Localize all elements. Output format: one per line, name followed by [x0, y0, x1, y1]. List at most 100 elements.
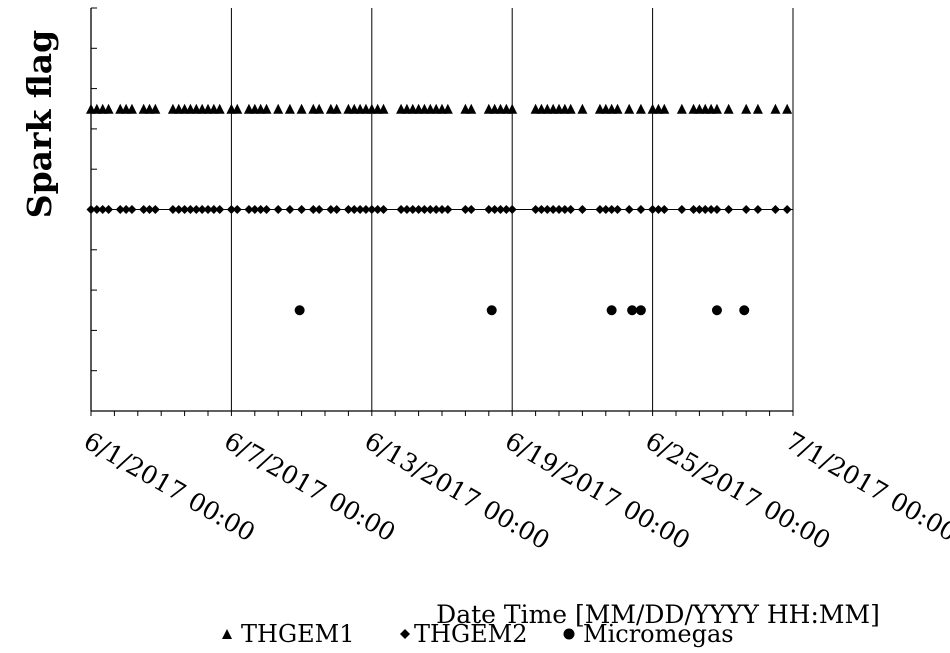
thgem2-point: [648, 205, 658, 214]
thgem1-point: [331, 103, 342, 114]
thgem1-point: [261, 103, 272, 114]
thgem2-point: [536, 205, 546, 214]
thgem1-point: [284, 103, 295, 114]
thgem2-point: [607, 205, 617, 214]
thgem2-point: [443, 205, 453, 214]
thgem2-point: [396, 205, 406, 214]
thgem1-point: [723, 103, 734, 114]
thgem2-point: [139, 205, 149, 214]
legend-label-thgem2: THGEM2: [414, 620, 527, 648]
thgem2-point: [256, 205, 266, 214]
thgem1-point: [466, 103, 477, 114]
y-axis-label: Spark flag: [20, 30, 59, 218]
thgem2-point: [531, 205, 541, 214]
thgem2-point: [566, 205, 576, 214]
thgem2-point: [145, 205, 154, 214]
thgem2-point: [706, 205, 716, 214]
legend-label-thgem1: THGEM1: [241, 620, 354, 648]
thgem2-point: [595, 205, 605, 214]
thgem1-point: [126, 103, 137, 114]
thgem2-point: [554, 205, 564, 214]
thgem2-point: [700, 205, 710, 214]
thgem2-point: [782, 205, 792, 214]
thgem2-point: [98, 205, 108, 214]
thgem2-point: [297, 205, 307, 214]
x-axis-label: Date Time [MM/DD/YYYY HH:MM]: [436, 600, 880, 629]
thgem2-point: [115, 205, 125, 214]
thgem2-point: [355, 205, 365, 214]
thgem2-point: [244, 205, 254, 214]
thgem2-point: [86, 205, 96, 214]
legend: THGEM1 THGEM2 Micromegas: [222, 620, 734, 648]
thgem2-point: [379, 205, 388, 214]
series-micromegas: [294, 305, 750, 316]
thgem2-point: [724, 205, 734, 214]
thgem2-point: [180, 205, 190, 214]
thgem1-point: [752, 103, 763, 114]
thgem1-point: [612, 103, 623, 114]
legend-item-thgem2: THGEM2: [400, 620, 527, 648]
legend-diamond-marker-icon: [400, 629, 410, 639]
legend-circle-marker-icon: [563, 628, 575, 640]
micromegas-point: [486, 305, 497, 316]
data-series: [86, 103, 793, 316]
thgem2-point: [677, 205, 687, 214]
thgem2-point: [326, 205, 336, 214]
thgem2-point: [361, 205, 371, 214]
thgem1-point: [273, 103, 284, 114]
thgem2-point: [659, 205, 669, 214]
thgem2-point: [343, 205, 353, 214]
thgem1-point: [676, 103, 687, 114]
thgem2-point: [197, 205, 207, 214]
thgem2-point: [425, 205, 435, 214]
thgem2-point: [770, 205, 780, 214]
thgem2-point: [262, 205, 271, 214]
legend-item-thgem1: THGEM1: [222, 620, 354, 648]
thgem2-point: [624, 205, 634, 214]
micromegas-point: [711, 305, 722, 316]
thgem2-point: [653, 205, 663, 214]
series-thgem1: [86, 103, 793, 114]
thgem2-point: [308, 205, 318, 214]
thgem2-point: [484, 205, 494, 214]
micromegas-point: [627, 305, 638, 316]
thgem2-point: [226, 205, 236, 214]
thgem2-point: [577, 205, 587, 214]
thgem1-point: [214, 103, 225, 114]
thgem2-point: [121, 205, 131, 214]
thgem1-point: [150, 103, 161, 114]
thgem1-point: [378, 103, 389, 114]
thgem2-point: [402, 205, 412, 214]
thgem2-point: [712, 205, 722, 214]
thgem2-point: [215, 205, 225, 214]
thgem2-point: [460, 205, 470, 214]
thgem1-point: [565, 103, 576, 114]
thgem2-point: [104, 205, 114, 214]
thgem2-point: [613, 205, 622, 214]
thgem2-point: [408, 205, 418, 214]
thgem1-point: [741, 103, 752, 114]
thgem1-point: [635, 103, 646, 114]
thgem2-point: [636, 205, 646, 214]
thgem2-point: [349, 205, 359, 214]
thgem2-point: [507, 205, 517, 214]
thgem1-point: [770, 103, 781, 114]
thgem2-point: [174, 205, 184, 214]
thgem2-point: [689, 205, 699, 214]
thgem1-point: [314, 103, 325, 114]
thgem2-point: [250, 205, 260, 214]
thgem2-point: [168, 205, 178, 214]
thgem2-point: [185, 205, 195, 214]
thgem2-point: [92, 205, 102, 214]
thgem2-point: [560, 205, 570, 214]
thgem2-point: [542, 205, 552, 214]
thgem2-point: [367, 205, 377, 214]
legend-triangle-marker-icon: [222, 629, 232, 639]
micromegas-point: [739, 305, 750, 316]
series-thgem2: [86, 205, 792, 214]
thgem1-point: [103, 103, 114, 114]
thgem2-point: [548, 205, 558, 214]
thgem2-point: [496, 205, 505, 214]
